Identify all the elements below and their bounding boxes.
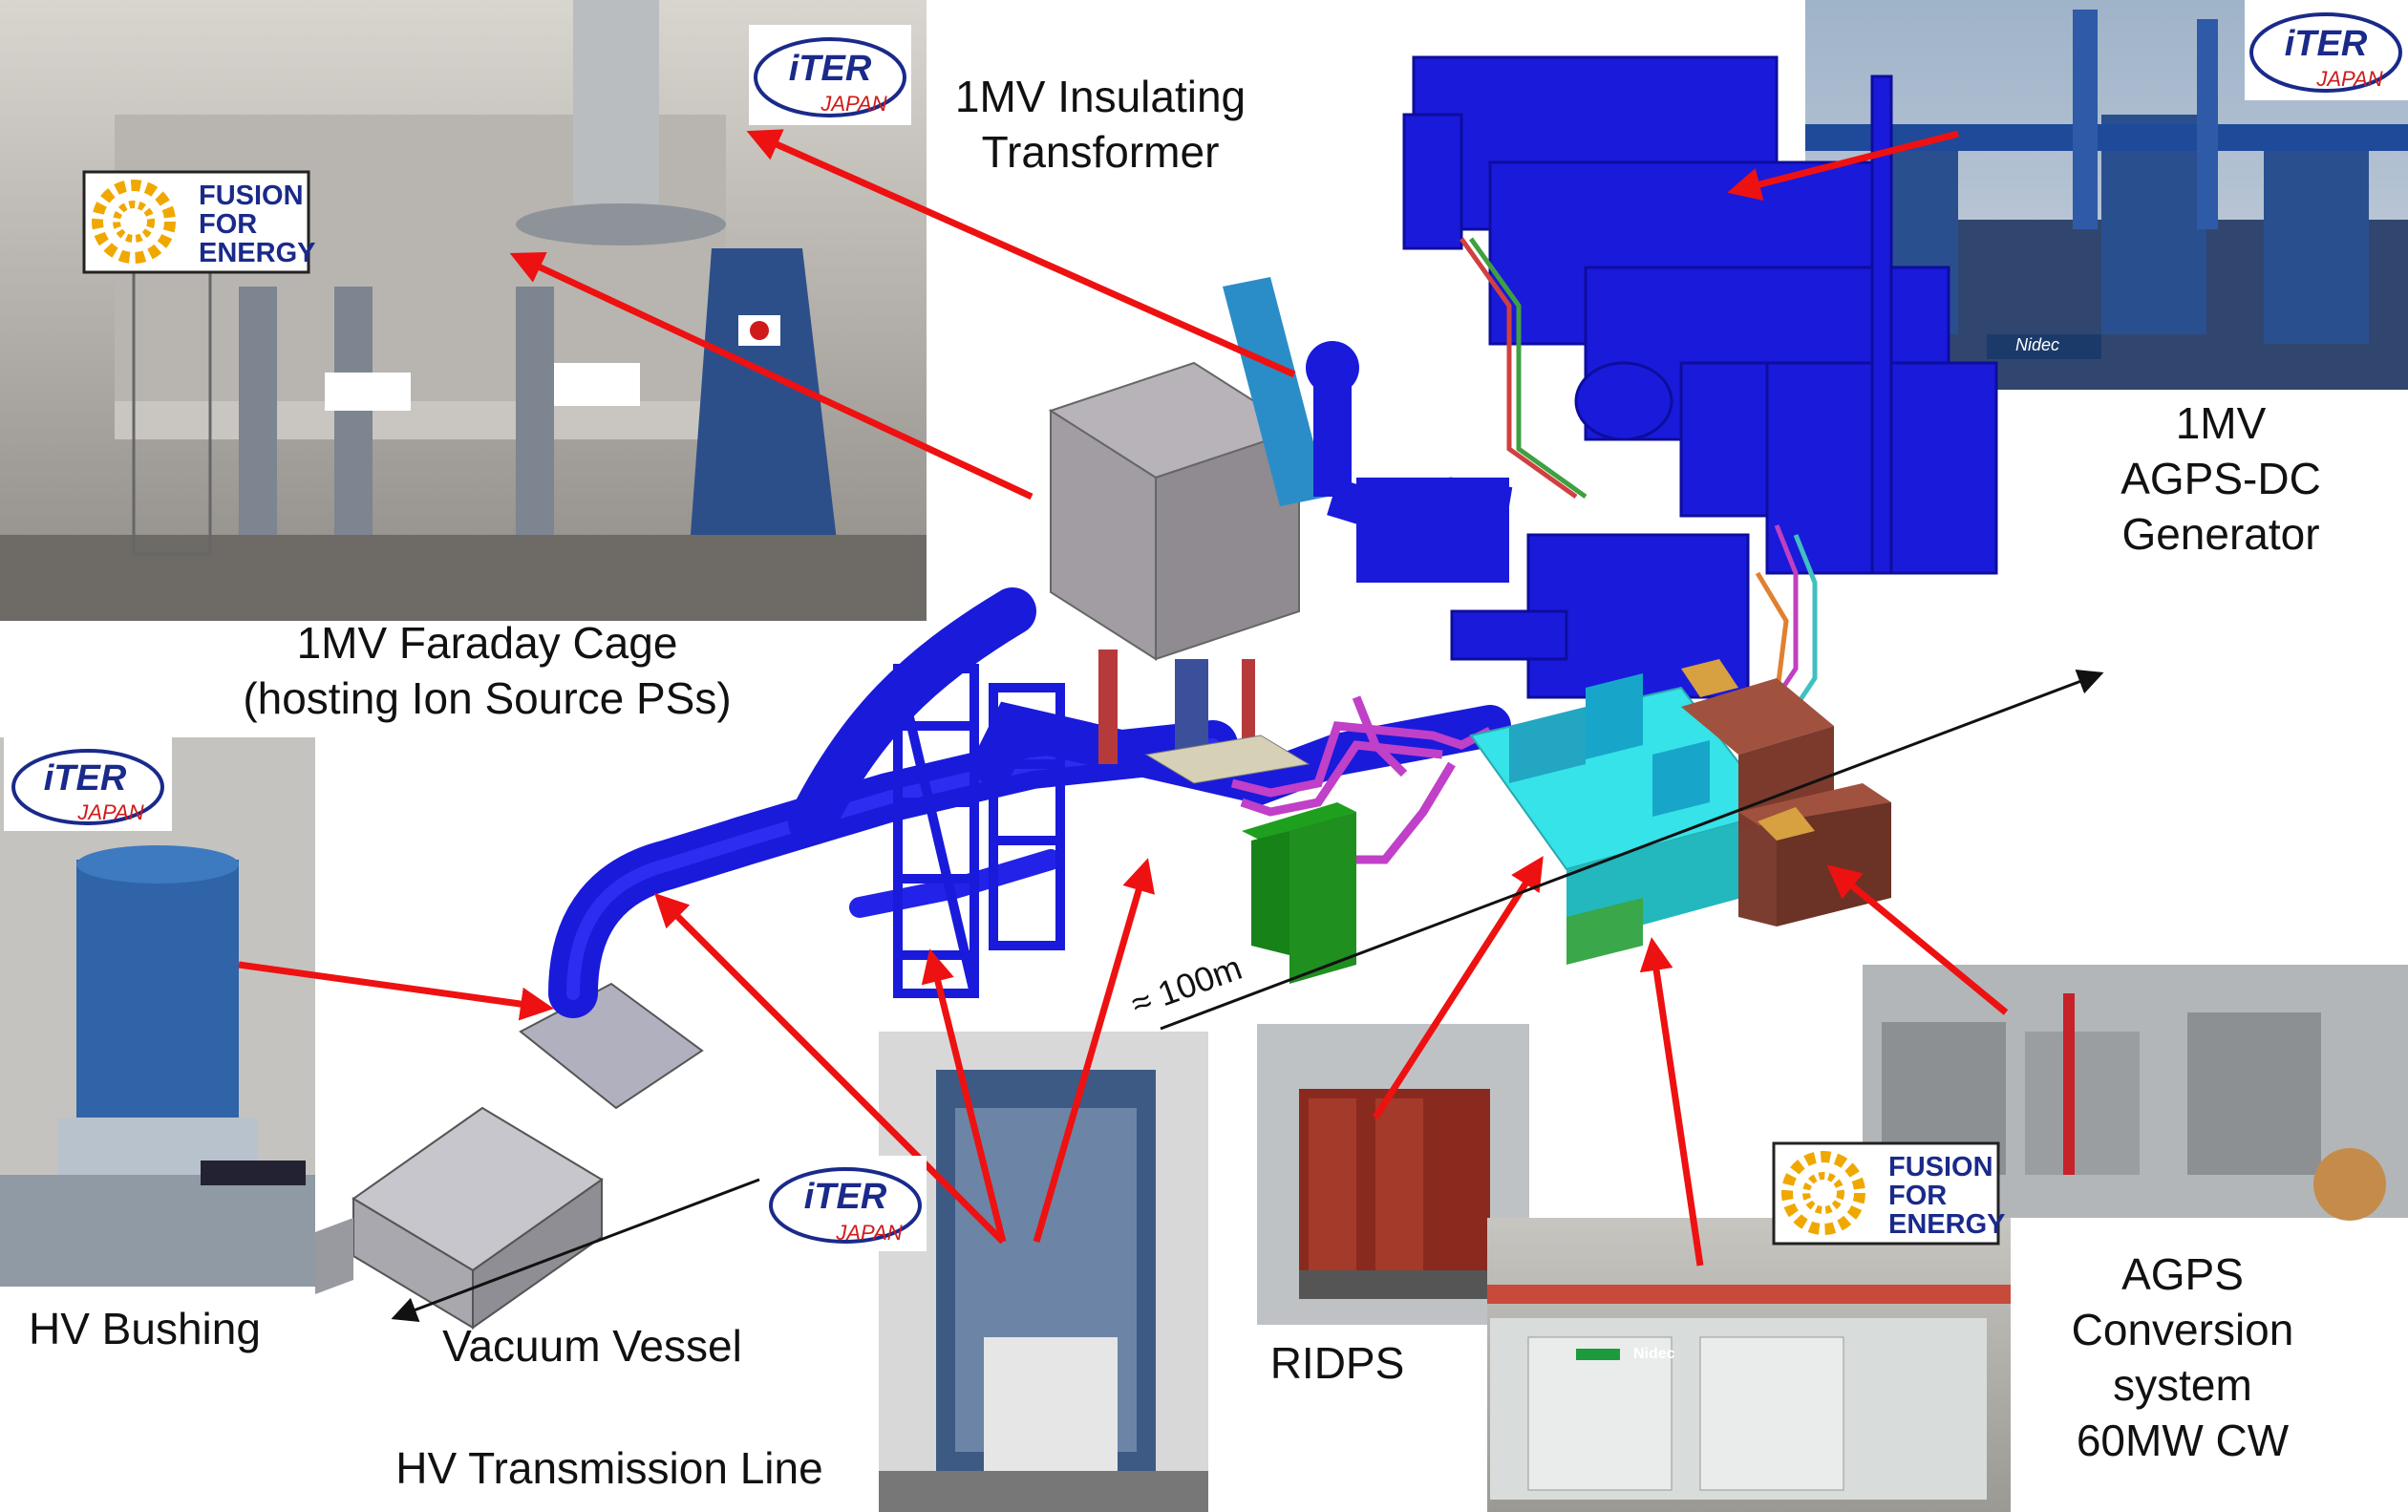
arrow-agps-conversion-2 (1826, 864, 2009, 1015)
hv-bushing-label: HV Bushing (29, 1304, 261, 1353)
ridps-label: RIDPS (1269, 1338, 1405, 1388)
arrow-transmission-1 (654, 893, 1006, 1245)
arrow-insulating-transformer (746, 129, 1296, 378)
svg-text:iTER: iTER (44, 758, 127, 799)
arrow-hv-bushing (238, 961, 554, 1021)
faraday-cage-label: 1MV Faraday Cage (hosting Ion Source PSs… (243, 618, 732, 723)
arrow-agps-dc-generator (1727, 130, 1959, 202)
green-block-model (1242, 802, 1356, 984)
svg-text:JAPAN: JAPAN (76, 800, 143, 824)
svg-text:iTER: iTER (804, 1177, 887, 1217)
iter-japan-logo: iTER JAPAN (764, 1156, 927, 1251)
insulating-transformer-model (1223, 277, 1513, 583)
svg-text:FOR: FOR (1888, 1181, 1947, 1211)
hv-transmission-line-label: HV Transmission Line (395, 1443, 823, 1493)
arrow-transmission-3 (1033, 858, 1155, 1243)
arrow-faraday-cage (509, 251, 1034, 500)
vacuum-vessel-label: Vacuum Vessel (442, 1321, 742, 1371)
svg-text:FUSION: FUSION (1888, 1152, 1993, 1182)
iter-wordmark: iTER (789, 49, 872, 89)
iter-japan-logo: iTER JAPAN (749, 25, 911, 125)
japan-wordmark: JAPAN (820, 92, 886, 116)
vacuum-vessel-model (315, 982, 704, 1330)
svg-text:ENERGY: ENERGY (199, 238, 315, 268)
annotation-arrows (238, 129, 2009, 1267)
agps-dc-generator-label: 1MV AGPS-DC Generator (2120, 398, 2321, 559)
arrow-ridps (1373, 856, 1544, 1119)
faraday-cage-model (1048, 361, 1311, 784)
svg-text:FUSION: FUSION (199, 181, 304, 211)
svg-text:iTER: iTER (2285, 24, 2368, 64)
distance-label: ≈ 100m (1126, 948, 1247, 1024)
agps-conversion-label: AGPS Conversion system 60MW CW (2071, 1249, 2294, 1465)
cable-bundle (1459, 237, 1818, 737)
iter-japan-logo: iTER JAPAN (2245, 0, 2408, 100)
svg-text:ENERGY: ENERGY (1888, 1209, 2005, 1240)
nidec-mark: Nidec (2015, 335, 2059, 354)
svg-text:JAPAN: JAPAN (835, 1221, 902, 1245)
ridps-photo (1257, 1024, 1529, 1325)
iter-japan-logo: iTER JAPAN (4, 737, 172, 831)
arrow-transmission-2 (921, 948, 1007, 1243)
agps-conversion-photo (1487, 1218, 2011, 1512)
insulating-transformer-label: 1MV Insulating Transformer (954, 72, 1247, 177)
agps-dc-generator-model (1402, 55, 1998, 699)
dimension-arrows (391, 669, 2104, 1323)
hv-transmission-line-photo (879, 1032, 1208, 1512)
fusion-for-energy-logo: FUSION FOR ENERGY (82, 170, 315, 274)
fusion-for-energy-logo: FUSION FOR ENERGY (1772, 1141, 2005, 1246)
arrow-agps-conversion-1 (1639, 937, 1704, 1267)
svg-text:JAPAN: JAPAN (2315, 67, 2382, 91)
vendor-mark: Nidec (1633, 1346, 1675, 1362)
plant-3d-layout (315, 55, 1998, 1330)
svg-text:FOR: FOR (199, 209, 257, 240)
